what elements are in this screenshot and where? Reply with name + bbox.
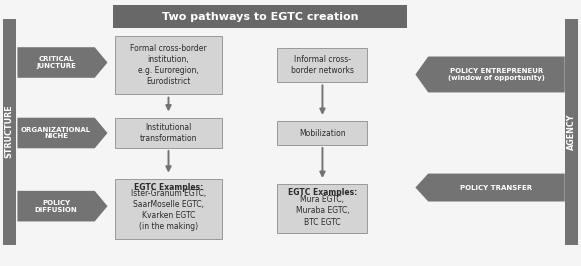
Polygon shape	[17, 47, 107, 78]
Text: POLICY ENTREPRENEUR
(window of opportunity): POLICY ENTREPRENEUR (window of opportuni…	[448, 68, 545, 81]
Text: CRITICAL
JUNCTURE: CRITICAL JUNCTURE	[36, 56, 76, 69]
Text: Mura EGTC,
Muraba EGTC,
BTC EGTC: Mura EGTC, Muraba EGTC, BTC EGTC	[296, 196, 349, 227]
FancyBboxPatch shape	[114, 179, 222, 239]
FancyBboxPatch shape	[278, 48, 368, 82]
Text: POLICY TRANSFER: POLICY TRANSFER	[460, 185, 533, 190]
Text: Formal cross-border
institution,
e.g. Euroregion,
Eurodistrict: Formal cross-border institution, e.g. Eu…	[130, 44, 207, 86]
Text: STRUCTURE: STRUCTURE	[5, 105, 14, 159]
Text: POLICY
DIFFUSION: POLICY DIFFUSION	[35, 200, 77, 213]
Text: AGENCY: AGENCY	[567, 113, 576, 150]
Polygon shape	[415, 174, 565, 202]
Text: Two pathways to EGTC creation: Two pathways to EGTC creation	[162, 12, 358, 22]
FancyBboxPatch shape	[114, 36, 222, 94]
Text: Ister-Granum EGTC,
SaarMoselle EGTC,
Kvarken EGTC
(in the making): Ister-Granum EGTC, SaarMoselle EGTC, Kva…	[131, 189, 206, 231]
Text: EGTC Examples:: EGTC Examples:	[288, 188, 357, 197]
Text: ORGANIZATIONAL
NICHE: ORGANIZATIONAL NICHE	[21, 127, 91, 139]
Text: EGTC Examples:: EGTC Examples:	[134, 182, 203, 192]
Text: Institutional
transformation: Institutional transformation	[140, 123, 197, 143]
Polygon shape	[17, 118, 107, 148]
Polygon shape	[415, 57, 565, 93]
FancyBboxPatch shape	[113, 5, 407, 28]
Text: Informal cross-
border networks: Informal cross- border networks	[291, 55, 354, 75]
Polygon shape	[17, 191, 107, 221]
FancyBboxPatch shape	[3, 19, 16, 245]
FancyBboxPatch shape	[278, 121, 368, 145]
FancyBboxPatch shape	[565, 19, 578, 245]
FancyBboxPatch shape	[278, 184, 368, 234]
FancyBboxPatch shape	[114, 118, 222, 148]
Text: Mobilization: Mobilization	[299, 128, 346, 138]
